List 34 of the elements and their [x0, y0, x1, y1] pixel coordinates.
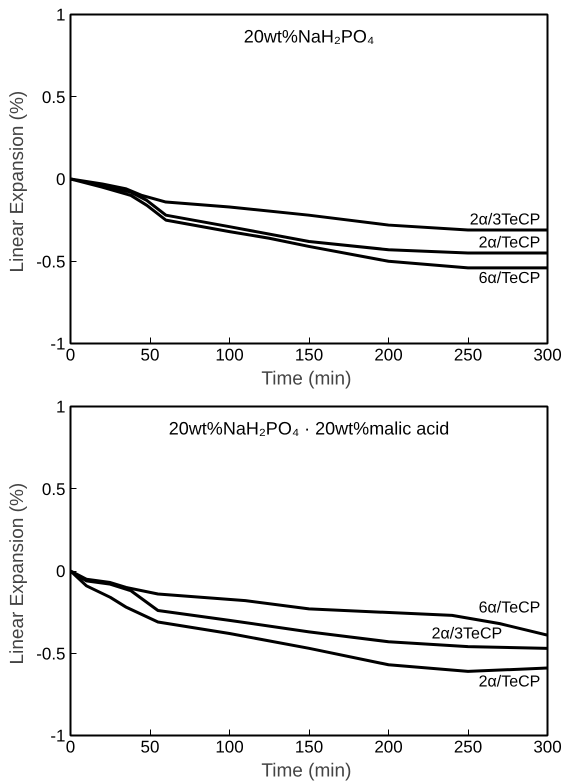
- x-axis-title: Time (min): [261, 368, 352, 390]
- y-tick-label: -0.5: [36, 644, 66, 664]
- y-tick-label: -1: [50, 334, 66, 354]
- series-label: 6α/TeCP: [478, 600, 540, 617]
- series-label: 2α/TeCP: [478, 234, 540, 252]
- x-tick-label: 100: [215, 346, 244, 364]
- series-label: 2α/3TeCP: [432, 626, 502, 643]
- x-tick-label: 50: [140, 738, 160, 756]
- series-label: 6α/TeCP: [478, 270, 540, 288]
- x-tick-label: 300: [533, 346, 562, 364]
- text: 20wt%NaH₂PO₄: [244, 26, 374, 46]
- x-tick-label: 150: [294, 346, 324, 364]
- y-tick-label: 0: [56, 562, 66, 581]
- y-tick-label: 1: [56, 6, 66, 24]
- x-tick-label: 200: [374, 346, 403, 364]
- x-tick-label: 50: [140, 346, 160, 364]
- x-tick-label: 150: [294, 738, 324, 756]
- y-tick-label: 0.5: [42, 480, 66, 499]
- x-tick-label: 250: [454, 738, 482, 756]
- series-label: 2α/TeCP: [478, 674, 540, 691]
- text: 20wt%NaH₂PO₄ · 20wt%malic acid: [168, 418, 450, 438]
- x-axis-title: Time (min): [261, 760, 352, 782]
- y-tick-label: 1: [56, 398, 66, 416]
- y-tick-label: 0: [56, 170, 66, 189]
- x-tick-label: 300: [533, 738, 562, 756]
- x-tick-label: 250: [454, 346, 482, 364]
- y-tick-label: -0.5: [36, 252, 66, 272]
- y-tick-label: 0.5: [42, 88, 66, 107]
- y-axis-title: Linear Expansion (%): [7, 90, 28, 272]
- x-tick-label: 200: [374, 738, 403, 756]
- x-tick-label: 100: [215, 738, 244, 756]
- y-tick-label: -1: [50, 726, 66, 746]
- y-axis-title: Linear Expansion (%): [7, 482, 28, 664]
- series-label: 2α/3TeCP: [470, 211, 540, 228]
